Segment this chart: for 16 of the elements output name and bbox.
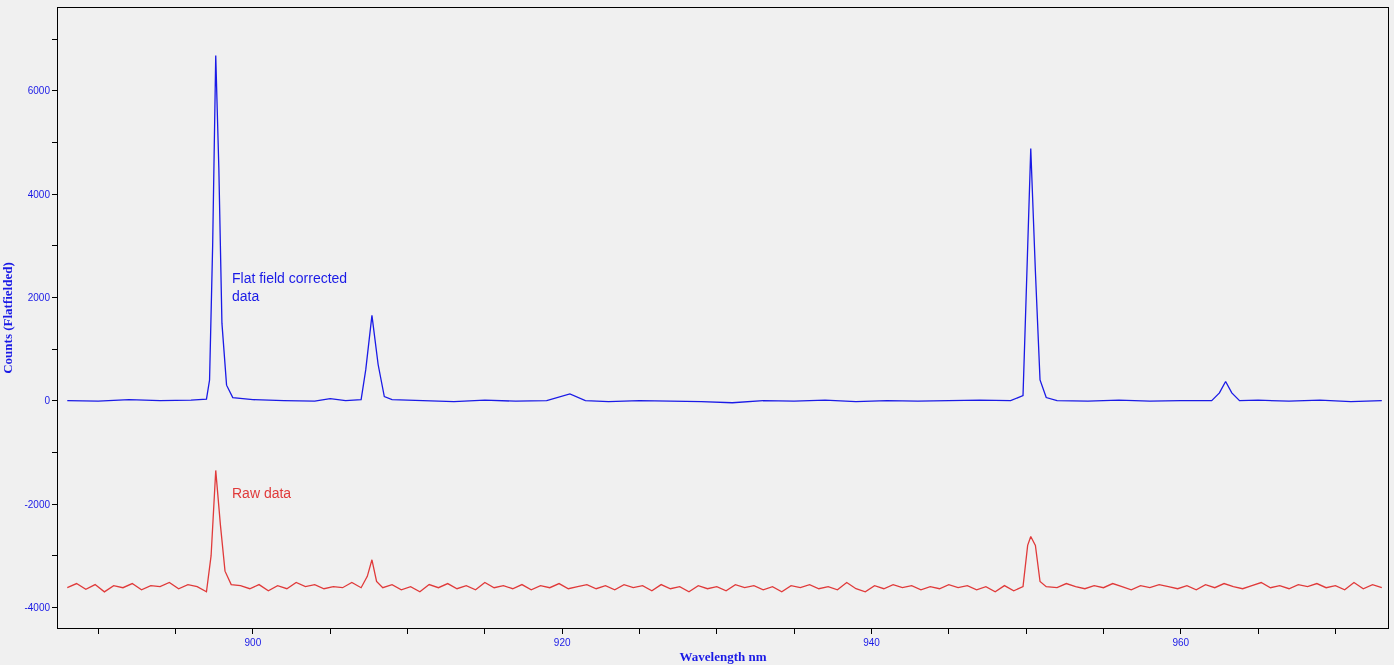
- y-tick-label: 4000: [27, 188, 51, 200]
- x-tick-label: 960: [1172, 637, 1190, 648]
- annotation: Raw data: [232, 485, 292, 501]
- annotation: Flat field corrected data: [232, 270, 348, 305]
- y-axis-title: Counts (Flatfielded): [0, 262, 15, 374]
- y-tick-label: 0: [44, 395, 51, 407]
- x-tick-label: 920: [553, 637, 571, 648]
- y-tick-label: 6000: [27, 85, 51, 97]
- line-series: [66, 54, 1383, 404]
- x-axis-title: Wavelength nm: [679, 648, 767, 664]
- y-tick-label: -4000: [24, 601, 51, 613]
- y-tick-label: -2000: [24, 498, 51, 510]
- x-tick-label: 940: [863, 637, 881, 648]
- line-series: [66, 469, 1383, 593]
- x-tick-label: 900: [244, 637, 262, 648]
- y-tick-label: 2000: [27, 291, 51, 303]
